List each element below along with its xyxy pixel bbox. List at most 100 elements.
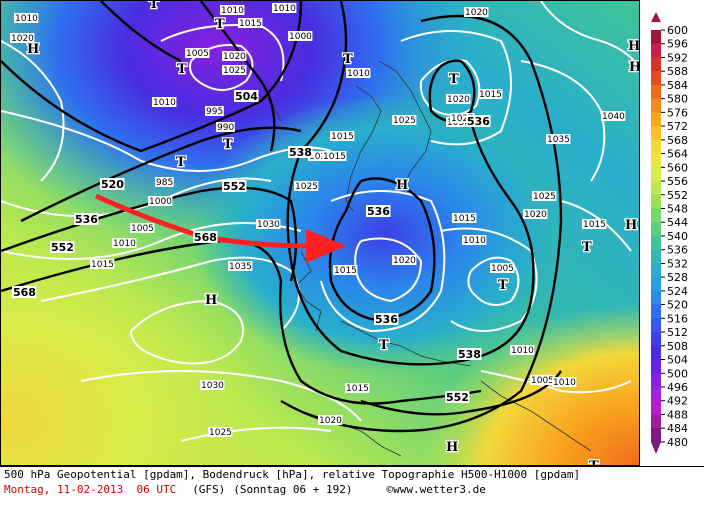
isobar-label: 1030 [256,219,281,230]
svg-text:1025: 1025 [533,192,556,202]
svg-text:1010: 1010 [113,239,136,249]
isobar-label: 1020 [392,255,417,266]
caption-site-link[interactable]: www.wetter3.de [393,483,486,496]
legend-tick-label: 524 [667,285,688,298]
geopotential-label: 552 [222,180,247,193]
svg-text:536: 536 [367,205,390,218]
isobar-label: 1020 [464,7,489,18]
legend-tick-label: 496 [667,381,688,394]
map-canvas: 1010 1015 1010 1000 1005 1020 1025 1010 1020 1010… [1,1,640,466]
high-pressure-marker: H [446,440,458,455]
svg-text:1025: 1025 [209,428,232,438]
geopotential-label: 552 [50,241,75,254]
svg-text:1005: 1005 [491,264,514,274]
isobar-label: 1025 [450,113,475,124]
legend-color-swatch [651,84,661,100]
high-pressure-marker: H [396,178,408,193]
legend-tick-label: 588 [667,65,688,78]
svg-text:985: 985 [156,178,173,188]
isobar-label: 1000 [288,31,313,42]
high-low-markers: HHHHHHHTTTTTTTTTTT [26,1,640,466]
low-pressure-marker: T [215,17,225,32]
legend-color-swatch [651,167,661,182]
legend-color-swatch [651,332,661,347]
svg-text:538: 538 [289,146,312,159]
low-pressure-marker: T [149,1,159,12]
high-pressure-marker: H [205,293,217,308]
svg-text:1015: 1015 [479,90,502,100]
legend-color-swatch [651,400,661,415]
map-caption: 500 hPa Geopotential [gpdam], Bodendruck… [0,466,704,513]
isobar-label: 1035 [228,261,253,272]
legend-color-swatch [651,428,661,443]
svg-text:1025: 1025 [393,116,416,126]
legend-color-swatch [651,386,661,402]
isobar-label: 1025 [294,181,319,192]
svg-text:1010: 1010 [347,69,370,79]
legend-tick-label: 576 [667,106,688,119]
legend-tick-label: 564 [667,148,688,161]
legend-color-swatch [651,194,661,209]
isobar-label: 1015 [345,383,370,394]
svg-text:1010: 1010 [15,14,38,24]
legend-color-swatch [651,222,661,237]
svg-text:1010: 1010 [553,378,576,388]
isobar-label: 1030 [200,380,225,391]
isobar-label: 1015 [330,131,355,142]
legend-color-swatch [651,208,661,223]
pressure-labels: 1010 1015 1010 1000 1005 1020 1025 1010 1020 1010… [10,3,626,438]
legend-color-swatch [651,139,661,155]
copyright-icon: © [386,483,394,496]
geopotential-label: 568 [12,286,37,299]
caption-model: (GFS) [192,483,226,496]
isobar-label: 1025 [222,65,247,76]
high-pressure-marker: H [628,39,640,54]
svg-text:1015: 1015 [346,384,369,394]
svg-text:1015: 1015 [91,260,114,270]
svg-text:552: 552 [51,241,74,254]
geopotential-label: 538 [288,146,313,159]
svg-text:1010: 1010 [221,6,244,16]
legend-color-swatch [651,112,661,127]
isobar-label: 1010 [552,377,577,388]
legend-color-swatch [651,318,661,333]
caption-run: (Sonntag 06 + 192) [233,483,353,496]
legend-color-swatch [651,57,661,72]
svg-text:1015: 1015 [239,19,262,29]
caption-title: 500 hPa Geopotential [gpdam], Bodendruck… [4,468,581,481]
isobar-label: 1010 [462,235,487,246]
legend-bottom-arrow [651,442,661,454]
low-pressure-marker: T [589,459,599,466]
geopotential-label: 520 [100,178,125,191]
legend-color-swatch [651,126,661,141]
svg-text:536: 536 [75,213,98,226]
svg-text:1030: 1030 [257,220,280,230]
svg-text:1005: 1005 [531,376,554,386]
isobar-label: 1005 [130,223,155,234]
svg-text:1015: 1015 [323,152,346,162]
isobar-label: 1010 [510,345,535,356]
legend-color-swatch [651,181,661,196]
svg-text:1010: 1010 [463,236,486,246]
svg-text:1010: 1010 [511,346,534,356]
isobar-label: 1015 [478,89,503,100]
low-pressure-marker: T [176,155,186,170]
isobar-label: 1015 [582,219,607,230]
legend-tick-label: 544 [667,216,688,229]
geopotential-label: 504 [234,90,259,103]
isobar-label: 1020 [523,209,548,220]
legend-tick-label: 552 [667,189,688,202]
legend-tick-label: 572 [667,120,688,133]
legend-tick-label: 580 [667,93,688,106]
legend-color-swatch [651,345,661,361]
svg-text:1020: 1020 [524,210,547,220]
legend-tick-label: 600 [667,24,688,37]
legend-top-arrow [651,12,661,22]
isobar-label: 1040 [601,111,626,122]
isobar-label: 1020 [308,151,333,162]
svg-text:538: 538 [458,348,481,361]
legend-tick-label: 568 [667,134,688,147]
svg-text:1010: 1010 [273,4,296,14]
geopotential-labels: 520 536 552 568 504 538 552 568 536 536 538 536 552 [12,90,491,404]
svg-text:1025: 1025 [451,114,474,124]
